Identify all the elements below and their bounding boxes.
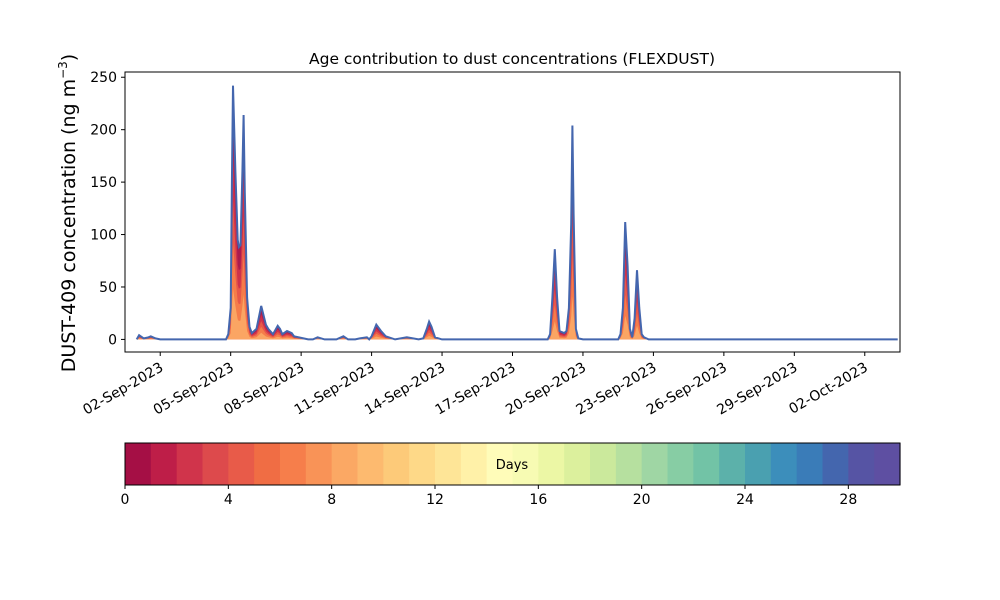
x-axis: 02-Sep-202305-Sep-202308-Sep-202311-Sep-…	[80, 352, 871, 419]
colorbar-label: Days	[496, 458, 529, 473]
colorbar-segment	[719, 443, 746, 485]
y-tick-label: 250	[90, 70, 117, 86]
colorbar-segment	[538, 443, 565, 485]
colorbar-tick-label: 0	[121, 492, 130, 508]
colorbar-segment	[409, 443, 436, 485]
colorbar-tick-label: 28	[839, 492, 857, 508]
colorbar-segment	[822, 443, 849, 485]
y-tick-label: 200	[90, 123, 117, 139]
y-tick-label: 100	[90, 228, 117, 244]
colorbar-tick-label: 16	[529, 492, 547, 508]
y-tick-label: 50	[99, 280, 117, 296]
colorbar-segment	[667, 443, 694, 485]
y-axis-label-superscript: −3	[56, 61, 70, 79]
colorbar-segment	[150, 443, 178, 485]
plot-frame	[124, 71, 901, 353]
colorbar-segment	[280, 443, 307, 485]
y-axis-label-close: )	[58, 54, 80, 61]
y-axis: 0 50 100 150 200 250	[90, 70, 125, 348]
colorbar-segment	[202, 443, 229, 485]
colorbar-segment	[641, 443, 669, 485]
colorbar-segment	[693, 443, 720, 485]
age-layer-0	[136, 85, 898, 340]
colorbar-segment	[254, 443, 281, 485]
y-axis-label: DUST-409 concentration (ng m−3)	[56, 54, 80, 372]
colorbar-segment	[460, 443, 488, 485]
colorbar-tick-label: 4	[224, 492, 233, 508]
plot-area	[135, 85, 898, 341]
colorbar-segment	[512, 443, 539, 485]
y-tick-label: 150	[90, 175, 117, 191]
colorbar-segment	[383, 443, 410, 485]
colorbar-segment	[590, 443, 617, 485]
colorbar	[125, 443, 901, 485]
colorbar-segment	[125, 443, 152, 485]
colorbar-segment	[228, 443, 255, 485]
colorbar-segment	[486, 443, 514, 485]
age-layer-2	[136, 199, 898, 340]
colorbar-tick-label: 20	[633, 492, 651, 508]
colorbar-segment	[564, 443, 591, 485]
colorbar-axis: 0 4 8 12 16 20 24 28	[121, 485, 857, 508]
x-tick-label: 02-Oct-2023	[786, 360, 870, 418]
x-tick-label: 29-Sep-2023	[714, 360, 800, 419]
colorbar-segment	[745, 443, 772, 485]
colorbar-tick-label: 8	[327, 492, 336, 508]
total-series-line	[135, 85, 898, 341]
colorbar-tick-label: 24	[736, 492, 754, 508]
colorbar-tick-label: 12	[426, 492, 444, 508]
colorbar-segment	[357, 443, 384, 485]
colorbar-segment	[331, 443, 359, 485]
colorbar-segment	[615, 443, 643, 485]
colorbar-segment	[874, 443, 901, 485]
colorbar-segment	[770, 443, 798, 485]
chart-title: Age contribution to dust concentrations …	[309, 50, 715, 68]
colorbar-segment	[435, 443, 462, 485]
age-layer-3	[136, 243, 898, 340]
y-tick-label: 0	[108, 332, 117, 348]
colorbar-segment	[305, 443, 333, 485]
colorbar-segment	[796, 443, 824, 485]
y-axis-label-main: DUST-409 concentration (ng m	[58, 79, 80, 372]
age-layer-1	[136, 149, 898, 340]
colorbar-segment	[176, 443, 204, 485]
colorbar-frame	[124, 442, 901, 486]
colorbar-segment	[848, 443, 875, 485]
